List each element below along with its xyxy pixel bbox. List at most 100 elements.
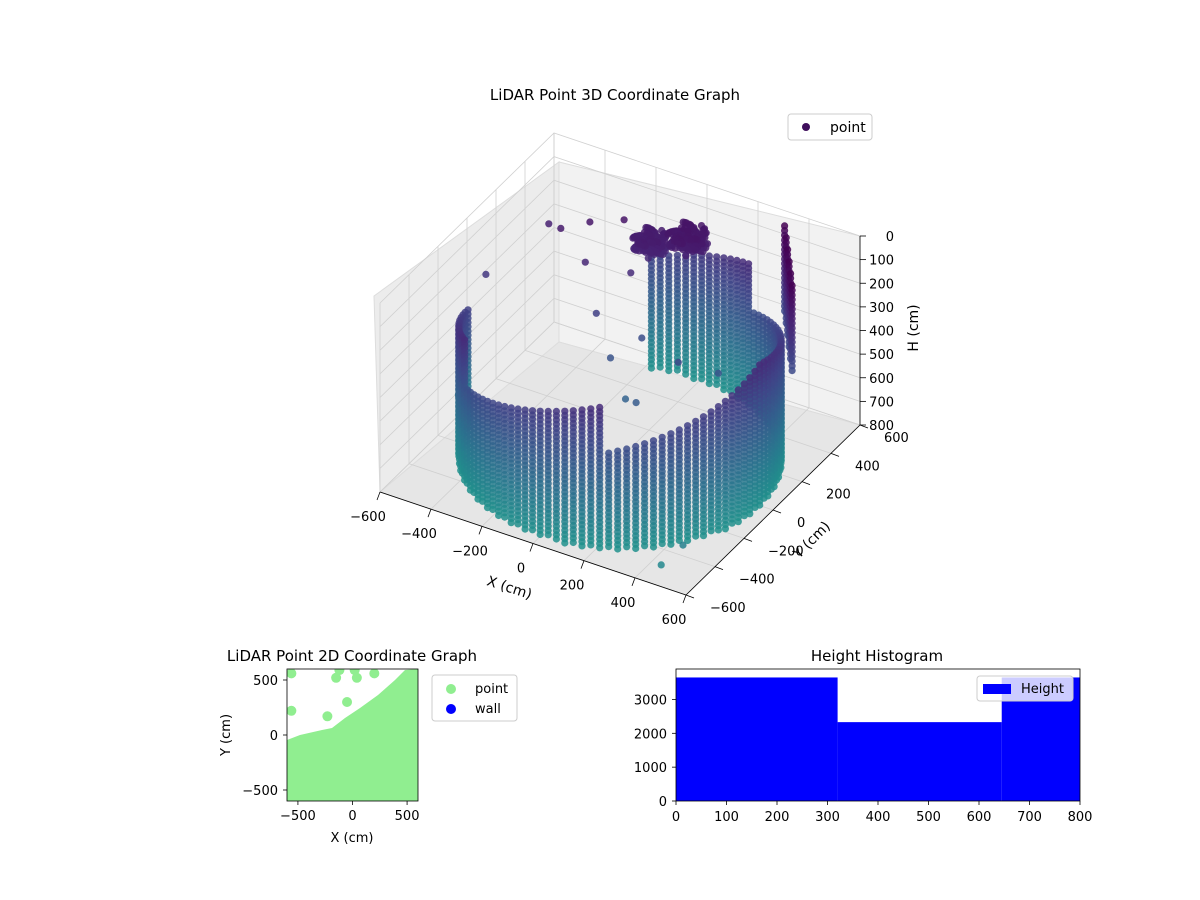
y-tick-mark: [801, 481, 811, 486]
chart-3d-points: [454, 216, 796, 569]
x-tick-label: −600: [350, 510, 386, 525]
x-tick-label: 800: [1068, 810, 1093, 825]
y-tick-mark: [859, 424, 869, 429]
lidar-point: [684, 536, 692, 545]
lidar-point: [521, 525, 529, 533]
y-tick-label: −600: [710, 601, 746, 616]
lidar-point: [501, 513, 509, 521]
lidar-point: [623, 543, 631, 551]
z-tick-label: 700: [869, 395, 894, 410]
x-tick-mark: [529, 543, 534, 552]
chart-3d-z-label: H (cm): [906, 304, 922, 351]
x-tick-label: 400: [866, 810, 891, 825]
lidar-point: [699, 532, 708, 540]
x-tick-mark: [580, 560, 585, 569]
chart-3d-legend: point: [787, 113, 873, 141]
chart-2d-legend-wall-marker: [446, 704, 456, 714]
chart-2d-legend-point-label: point: [475, 682, 508, 697]
lidar-point: [621, 395, 630, 403]
lidar-point: [592, 309, 600, 317]
chart-2d-title: LiDAR Point 2D Coordinate Graph: [227, 647, 477, 665]
point-dot: [351, 672, 362, 683]
lidar-point: [632, 399, 640, 407]
x-tick-label: 700: [1017, 810, 1042, 825]
lidar-point: [665, 367, 673, 375]
lidar-point: [720, 386, 728, 394]
histogram-legend-swatch: [983, 684, 1011, 694]
lidar-point: [644, 254, 652, 262]
y-tick-label: −400: [739, 573, 775, 588]
x-tick-label: 0: [348, 809, 356, 824]
lidar-point: [561, 539, 569, 547]
lidar-point: [707, 527, 715, 535]
chart-3d-z-ticks: 0 100 200 300 400 500 600 700 800: [860, 230, 894, 434]
point-dot: [331, 672, 342, 683]
grid-line-h: [379, 227, 861, 398]
grid-line-h: [379, 203, 861, 375]
z-tick-label: 0: [886, 230, 894, 245]
x-tick-label: 200: [765, 810, 790, 825]
chart-histogram: Height Histogram 0 100 200 300 400 500 600 700 8…: [634, 647, 1093, 825]
lidar-point: [586, 218, 594, 226]
z-tick-label: 200: [869, 277, 894, 292]
x-tick-label: 200: [560, 579, 585, 594]
histogram-ticks: 0 100 200 300 400 500 600 700 800 0 1000 2000 3000: [634, 693, 1093, 825]
lidar-point: [667, 540, 675, 548]
lidar-point: [740, 512, 748, 520]
lidar-point: [587, 541, 595, 549]
y-tick-label: 400: [855, 459, 880, 474]
chart-2d-plot-area: [287, 669, 418, 801]
grid-line-h: [379, 179, 861, 351]
lidar-point: [545, 220, 553, 228]
lidar-point: [489, 505, 497, 514]
lidar-point: [614, 545, 622, 553]
lidar-point: [721, 525, 730, 533]
x-tick-label: 600: [662, 613, 687, 628]
y-tick-label: 1000: [634, 761, 667, 776]
lidar-point: [641, 542, 649, 550]
y-tick-label: 500: [253, 674, 278, 689]
lidar-point: [620, 216, 628, 224]
chart-2d-points: [287, 669, 380, 722]
histogram-legend: Height: [976, 675, 1074, 702]
point-dot: [287, 705, 297, 716]
y-tick-label: 0: [270, 729, 278, 744]
lidar-point: [647, 364, 656, 372]
lidar-point: [557, 224, 565, 232]
chart-2d-ticks: −500 0 500 −500 0 500: [242, 674, 419, 824]
grid-line-h: [379, 132, 861, 304]
lidar-point: [635, 247, 643, 255]
lidar-point: [578, 542, 586, 550]
chart-2d-legend-point-marker: [446, 684, 456, 694]
lidar-point: [687, 236, 695, 245]
histogram-legend-box: [976, 675, 1074, 702]
chart-2d-x-label: X (cm): [331, 831, 374, 846]
point-dot: [322, 711, 333, 722]
z-tick-label: 400: [869, 325, 894, 340]
y-tick-mark: [714, 566, 724, 571]
x-tick-label: 500: [395, 809, 420, 824]
lidar-point: [495, 511, 503, 520]
chart-2d: LiDAR Point 2D Coordinate Graph −500 0 500…: [219, 647, 518, 846]
x-tick-mark: [631, 577, 636, 586]
chart-3d-title: LiDAR Point 3D Coordinate Graph: [490, 86, 740, 104]
x-tick-label: 0: [517, 562, 525, 577]
chart-2d-legend-wall-label: wall: [475, 702, 501, 717]
y-tick-mark: [685, 594, 695, 599]
lidar-point: [629, 234, 637, 242]
lidar-point: [673, 366, 682, 374]
y-tick-label: −200: [768, 544, 804, 559]
y-tick-label: −500: [242, 784, 278, 799]
lidar-point: [713, 380, 721, 388]
z-tick-label: 100: [869, 254, 894, 269]
lidar-point: [746, 510, 754, 518]
lidar-point: [682, 370, 690, 378]
y-tick-label: 600: [884, 431, 909, 446]
lidar-point: [682, 252, 690, 260]
chart-3d-legend-marker: [802, 123, 810, 131]
chart-3d-gridlines: [379, 132, 861, 596]
lidar-point: [649, 543, 658, 551]
lidar-point: [705, 380, 713, 388]
histogram-legend-label: Height: [1021, 682, 1064, 697]
